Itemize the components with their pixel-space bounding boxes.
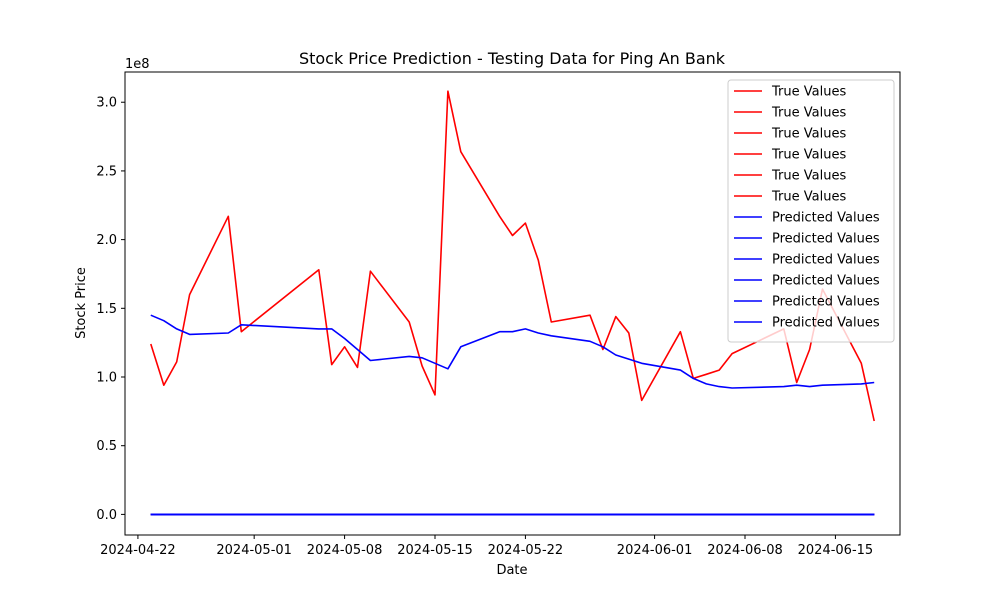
x-tick-label: 2024-05-15 <box>397 543 473 558</box>
y-axis: 0.0 0.5 1.0 1.5 2.0 2.5 3.0 <box>96 96 125 523</box>
legend-label: True Values <box>771 85 846 100</box>
legend-label: True Values <box>771 190 846 205</box>
legend-label: Predicted Values <box>772 232 880 247</box>
x-tick-label: 2024-05-22 <box>488 543 564 558</box>
legend-label: True Values <box>771 169 846 184</box>
y-tick-label: 1.0 <box>96 371 117 386</box>
x-tick-label: 2024-05-01 <box>216 543 292 558</box>
y-tick-label: 0.0 <box>96 508 117 523</box>
y-tick-label: 0.5 <box>96 439 117 454</box>
legend-box <box>727 79 895 343</box>
plot-frame <box>124 71 901 536</box>
x-tick-label: 2024-06-15 <box>798 543 874 558</box>
legend-label: Predicted Values <box>772 295 880 310</box>
x-tick-label: 2024-04-22 <box>100 543 176 558</box>
legend-label: True Values <box>771 106 846 121</box>
x-axis-label: Date <box>496 563 527 578</box>
y-tick-label: 2.5 <box>96 164 117 179</box>
x-tick-label: 2024-06-01 <box>617 543 693 558</box>
legend: True Values True Values True Values True Va… <box>727 79 895 343</box>
y-tick-label: 3.0 <box>96 96 117 111</box>
legend-label: True Values <box>771 148 846 163</box>
series-line-7 <box>150 314 875 389</box>
y-axis-offset-label: 1e8 <box>125 57 150 72</box>
legend-label: Predicted Values <box>772 316 880 331</box>
x-tick-label: 2024-06-08 <box>707 543 783 558</box>
legend-label: Predicted Values <box>772 253 880 268</box>
chart-title: Stock Price Prediction - Testing Data fo… <box>299 49 726 68</box>
legend-label: Predicted Values <box>772 211 880 226</box>
x-tick-label: 2024-05-08 <box>307 543 383 558</box>
series-line-1 <box>150 90 875 422</box>
legend-label: Predicted Values <box>772 274 880 289</box>
legend-label: True Values <box>771 127 846 142</box>
y-tick-label: 2.0 <box>96 233 117 248</box>
y-tick-label: 1.5 <box>96 302 117 317</box>
y-axis-label: Stock Price <box>74 267 89 339</box>
series-layer <box>150 90 875 516</box>
x-axis: 2024-04-22 2024-05-01 2024-05-08 2024-05-15… <box>100 535 873 558</box>
